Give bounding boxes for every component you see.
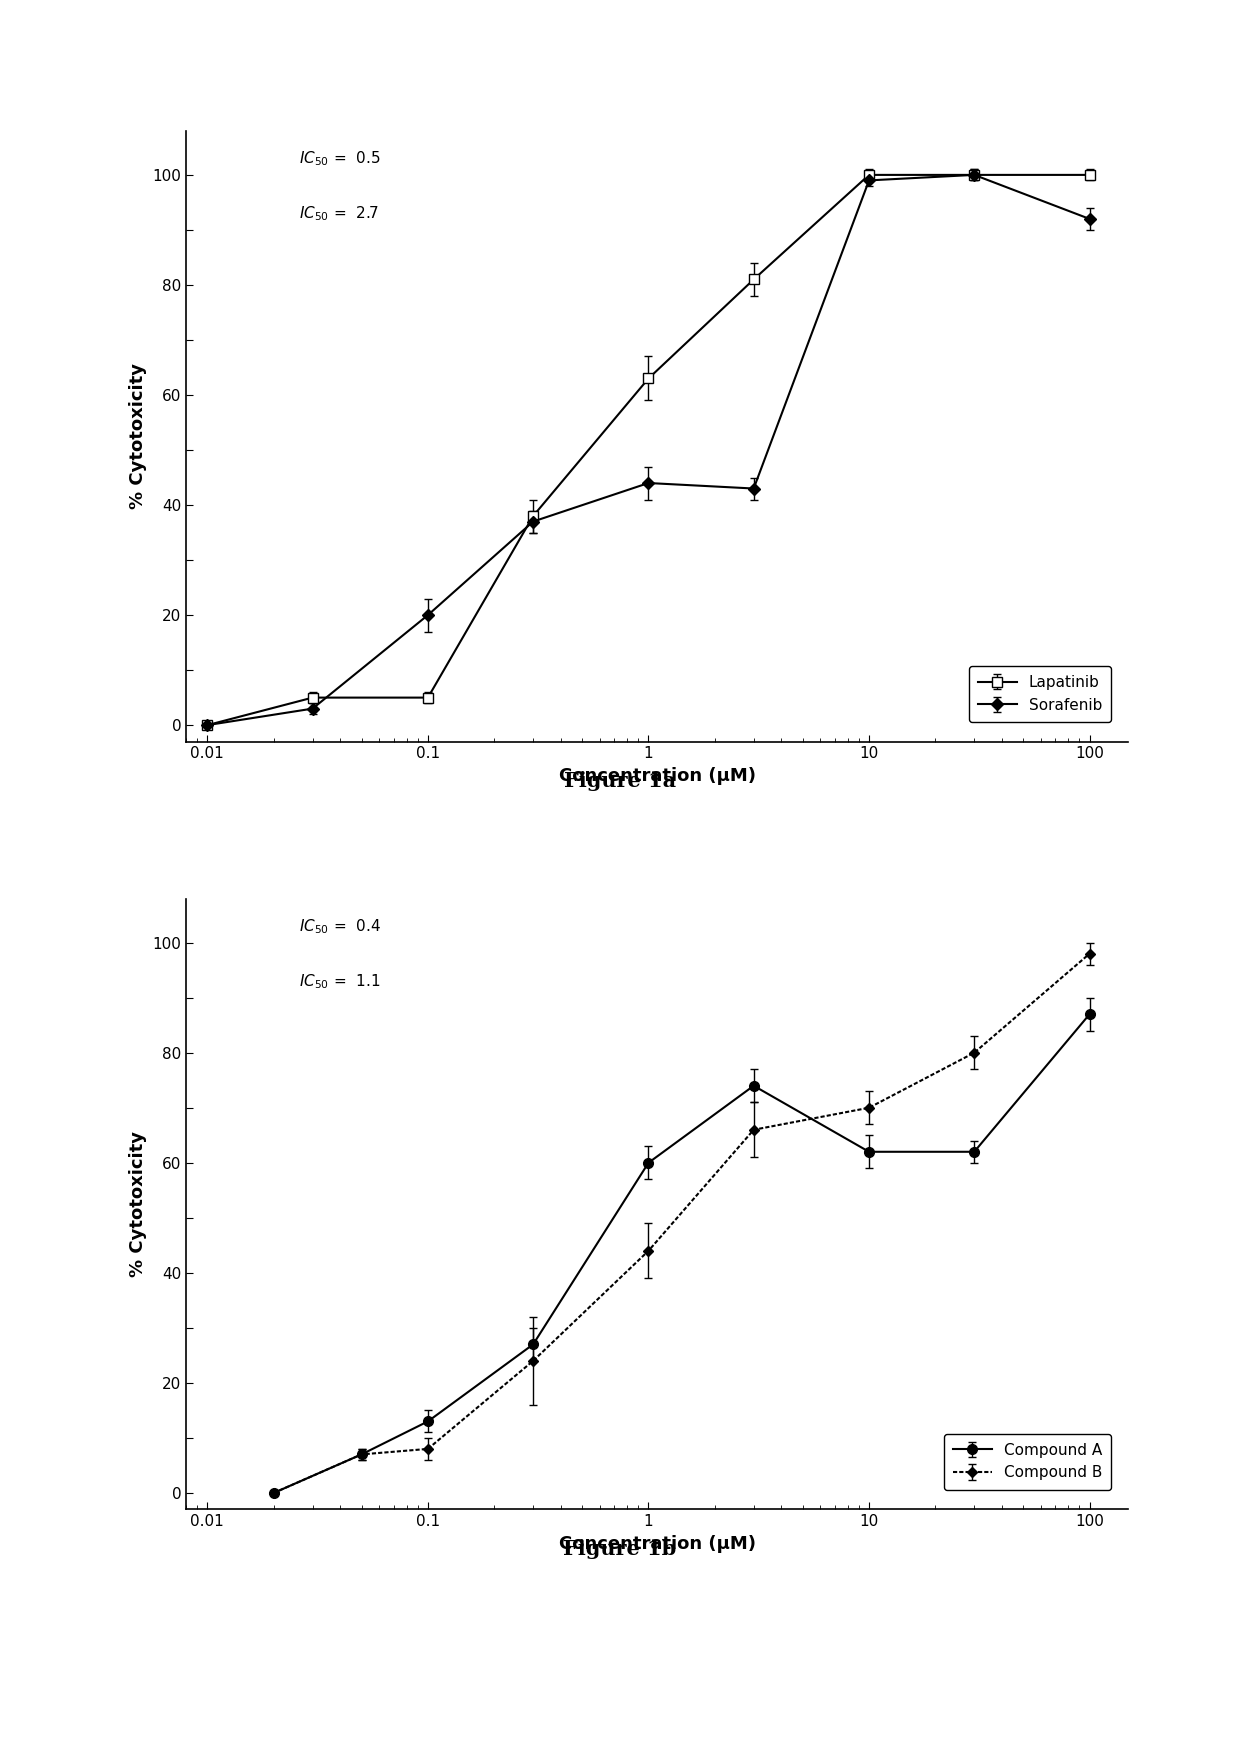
- Text: Figure 1a: Figure 1a: [564, 771, 676, 790]
- Legend: Compound A, Compound B: Compound A, Compound B: [944, 1434, 1111, 1490]
- Text: $IC_{50}$ =  1.1: $IC_{50}$ = 1.1: [299, 972, 381, 991]
- Legend: Lapatinib, Sorafenib: Lapatinib, Sorafenib: [970, 667, 1111, 722]
- X-axis label: Concentration (μM): Concentration (μM): [559, 1536, 755, 1553]
- Text: Figure 1b: Figure 1b: [563, 1539, 677, 1558]
- Y-axis label: % Cytotoxicity: % Cytotoxicity: [129, 363, 146, 510]
- Text: $IC_{50}$ =  2.7: $IC_{50}$ = 2.7: [299, 204, 379, 223]
- Text: $IC_{50}$ =  0.4: $IC_{50}$ = 0.4: [299, 918, 381, 935]
- Y-axis label: % Cytotoxicity: % Cytotoxicity: [129, 1131, 146, 1277]
- X-axis label: Concentration (μM): Concentration (μM): [559, 768, 755, 785]
- Text: $IC_{50}$ =  0.5: $IC_{50}$ = 0.5: [299, 150, 381, 168]
